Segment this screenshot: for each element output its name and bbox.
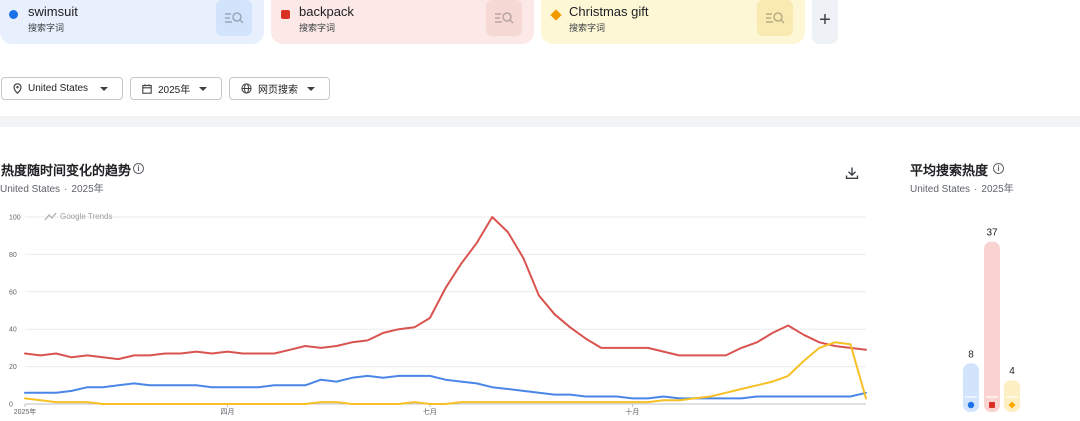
square-icon <box>281 10 290 19</box>
period-filter-label: 2025年 <box>158 85 191 96</box>
google-trends-watermark: Google Trends <box>44 212 112 221</box>
add-term-button[interactable]: + <box>812 0 838 44</box>
average-region: United States <box>910 184 971 195</box>
region-filter[interactable]: United States <box>1 77 123 100</box>
search-type-filter-label: 网页搜索 <box>258 85 298 96</box>
trend-period: 2025年 <box>71 184 104 195</box>
term-name: swimsuit <box>28 4 78 19</box>
separator: · <box>974 184 978 195</box>
info-icon[interactable]: i <box>133 163 144 174</box>
y-tick-label: 0 <box>9 402 13 409</box>
x-tick-label: 四月 <box>220 408 234 416</box>
location-pin-icon <box>13 83 22 94</box>
watermark-text: Google Trends <box>60 212 112 221</box>
average-value-label: 37 <box>986 228 998 239</box>
square-icon <box>989 402 995 408</box>
average-bar-backpack <box>984 241 1000 412</box>
y-tick-label: 40 <box>9 327 17 334</box>
average-period: 2025年 <box>981 184 1014 195</box>
trends-logo-icon <box>44 212 57 221</box>
term-options-icon[interactable] <box>757 0 793 36</box>
download-icon[interactable] <box>845 166 859 180</box>
series-line-swimsuit <box>24 374 867 400</box>
y-tick-label: 80 <box>9 252 17 259</box>
average-interest-subtitle: United States · 2025年 <box>910 180 1014 195</box>
term-card-christmas-gift[interactable]: Christmas gift 搜索字词 <box>541 0 805 44</box>
globe-icon <box>241 83 252 94</box>
x-tick-label: 七月 <box>423 407 437 416</box>
section-divider <box>0 116 1080 127</box>
separator: · <box>64 184 68 195</box>
term-type: 搜索字词 <box>569 23 606 33</box>
average-value-label: 8 <box>968 349 974 360</box>
x-tick-label: 2025年 <box>14 407 37 416</box>
circle-icon <box>967 401 975 409</box>
average-interest-title: 平均搜索热度 <box>910 163 989 178</box>
term-name: Christmas gift <box>569 4 649 19</box>
x-tick-label: 十月 <box>625 407 639 416</box>
average-bar-christmas-gift <box>1004 380 1020 412</box>
caret-down-icon <box>100 86 108 91</box>
average-bar-swimsuit <box>963 363 979 412</box>
y-tick-label: 20 <box>9 364 17 371</box>
trend-region: United States <box>0 184 61 195</box>
diamond-icon <box>1008 401 1016 409</box>
series-line-backpack <box>24 216 867 361</box>
term-type: 搜索字词 <box>299 23 336 33</box>
term-name: backpack <box>299 4 354 19</box>
calendar-icon <box>142 83 152 94</box>
term-options-icon[interactable] <box>486 0 522 36</box>
trend-chart-subtitle: United States · 2025年 <box>0 180 104 195</box>
info-icon[interactable]: i <box>993 163 1004 174</box>
caret-down-icon <box>199 86 207 91</box>
caret-down-icon <box>307 86 315 91</box>
average-value-label: 4 <box>1009 366 1015 377</box>
term-card-swimsuit[interactable]: swimsuit 搜索字词 <box>0 0 264 44</box>
region-filter-label: United States <box>28 83 89 94</box>
circle-icon <box>9 10 18 19</box>
search-type-filter[interactable]: 网页搜索 <box>229 77 330 100</box>
period-filter[interactable]: 2025年 <box>130 77 222 100</box>
series-line-christmas-gift <box>24 341 867 405</box>
term-type: 搜索字词 <box>28 23 65 33</box>
term-card-backpack[interactable]: backpack 搜索字词 <box>271 0 534 44</box>
term-options-icon[interactable] <box>216 0 252 36</box>
trend-chart-title: 热度随时间变化的趋势 <box>1 163 132 178</box>
y-tick-label: 60 <box>9 289 17 296</box>
y-tick-label: 100 <box>9 215 21 222</box>
